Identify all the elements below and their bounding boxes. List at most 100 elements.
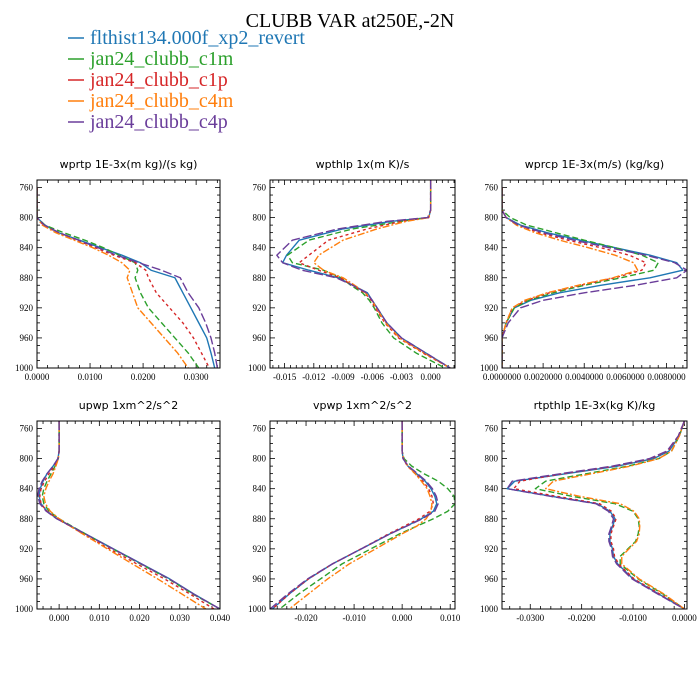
plot-frame <box>269 420 456 610</box>
legend-entry: jan24_clubb_c4m <box>68 90 234 112</box>
y-tick-label: 760 <box>20 183 34 193</box>
y-tick-label: 960 <box>253 333 267 343</box>
y-tick-label: 840 <box>485 484 499 494</box>
series-line <box>276 180 451 368</box>
series-line <box>502 187 647 368</box>
x-tick-label: -0.0200 <box>568 613 596 623</box>
series-line <box>286 180 446 368</box>
series-line <box>37 187 189 368</box>
y-tick-label: 880 <box>485 273 499 283</box>
y-tick-label: 920 <box>485 544 499 554</box>
series-line <box>281 180 451 368</box>
y-tick-label: 920 <box>20 544 34 554</box>
y-tick-label: 800 <box>485 213 499 223</box>
x-tick-label: -0.0100 <box>619 613 647 623</box>
series-line <box>288 421 433 609</box>
chart-panels: wprtp 1E-3x(m kg)/(s kg) 760 800 840 880 920 9… <box>15 158 697 623</box>
x-tick-label: 0.010 <box>440 613 461 623</box>
chart-panel: wpthlp 1x(m K)/s 760 800 840 880 920 960 1000 -0… <box>248 158 456 382</box>
y-tick-label: 840 <box>20 484 34 494</box>
plot-frame <box>269 179 456 369</box>
y-tick-label: 880 <box>253 273 267 283</box>
series-line <box>502 187 639 368</box>
legend-entry: jan24_clubb_c1m <box>68 48 234 70</box>
x-tick-label: -0.009 <box>331 372 355 382</box>
y-tick-label: 920 <box>253 303 267 313</box>
y-tick-label: 1000 <box>15 363 34 373</box>
y-tick-label: 880 <box>485 514 499 524</box>
legend-label: jan24_clubb_c1m <box>89 48 234 70</box>
series-line <box>271 421 438 609</box>
y-tick-label: 960 <box>20 333 34 343</box>
x-tick-label: 0.040 <box>210 613 231 623</box>
y-tick-label: 840 <box>20 243 34 253</box>
x-tick-label: 0.0100 <box>78 372 103 382</box>
series-line <box>270 421 439 609</box>
y-tick-label: 880 <box>253 514 267 524</box>
y-tick-label: 1000 <box>248 604 267 614</box>
legend-label: jan24_clubb_c4m <box>89 90 234 112</box>
y-tick-label: 960 <box>20 574 34 584</box>
x-tick-label: 0.0000000 <box>483 372 522 382</box>
panel-title: wpthlp 1x(m K)/s <box>316 158 410 171</box>
y-tick-label: 960 <box>253 574 267 584</box>
plot-frame <box>36 179 221 369</box>
x-tick-label: 0.0080000 <box>647 372 686 382</box>
series-line <box>313 180 451 368</box>
series-line <box>271 421 435 609</box>
chart-panel: rtpthlp 1E-3x(kg K)/kg 760 800 840 880 920 960… <box>480 399 697 623</box>
x-tick-label: -0.015 <box>273 372 297 382</box>
x-tick-label: -0.020 <box>294 613 318 623</box>
y-tick-label: 800 <box>253 454 267 464</box>
y-tick-label: 760 <box>485 424 499 434</box>
y-tick-label: 880 <box>20 514 34 524</box>
series-line <box>534 421 686 609</box>
x-tick-label: 0.030 <box>170 613 191 623</box>
y-tick-label: 960 <box>485 574 499 584</box>
y-tick-label: 880 <box>20 273 34 283</box>
y-tick-label: 800 <box>253 213 267 223</box>
y-tick-label: 760 <box>253 183 267 193</box>
x-tick-label: 0.0200 <box>131 372 156 382</box>
chart-panel: wprtp 1E-3x(m kg)/(s kg) 760 800 840 880 920 9… <box>15 158 221 382</box>
x-tick-label: -0.006 <box>361 372 385 382</box>
y-tick-label: 760 <box>485 183 499 193</box>
x-tick-label: 0.000 <box>392 613 413 623</box>
legend-label: flthist134.000f_xp2_revert <box>90 27 305 49</box>
x-tick-label: -0.0300 <box>516 613 544 623</box>
x-tick-label: -0.012 <box>302 372 325 382</box>
y-tick-label: 920 <box>253 544 267 554</box>
x-tick-label: -0.003 <box>390 372 414 382</box>
y-tick-label: 840 <box>253 243 267 253</box>
series-line <box>298 180 451 368</box>
series-line <box>279 421 455 609</box>
y-tick-label: 840 <box>485 243 499 253</box>
y-tick-label: 840 <box>253 484 267 494</box>
series-line <box>41 421 220 609</box>
panel-title: vpwp 1xm^2/s^2 <box>313 399 412 412</box>
x-tick-label: -0.010 <box>342 613 366 623</box>
y-tick-label: 920 <box>485 303 499 313</box>
series-line <box>43 421 207 609</box>
legend-entry: jan24_clubb_c1p <box>68 69 228 91</box>
chart-panel: wprcp 1E-3x(m/s) (kg/kg) 760 800 840 880 920 9… <box>480 158 688 382</box>
x-tick-label: 0.0040000 <box>565 372 604 382</box>
legend: flthist134.000f_xp2_revertjan24_clubb_c1… <box>68 27 305 133</box>
series-line <box>38 421 220 609</box>
y-tick-label: 800 <box>20 213 34 223</box>
series-line <box>37 187 216 368</box>
y-tick-label: 1000 <box>248 363 267 373</box>
y-tick-label: 760 <box>20 424 34 434</box>
x-tick-label: 0.0020000 <box>524 372 563 382</box>
plot-frame <box>501 420 688 610</box>
y-tick-label: 800 <box>20 454 34 464</box>
series-line <box>37 187 211 368</box>
y-tick-label: 920 <box>20 303 34 313</box>
y-tick-label: 1000 <box>480 604 499 614</box>
series-line <box>39 421 215 609</box>
y-tick-label: 1000 <box>15 604 34 614</box>
x-tick-label: 0.0000 <box>672 613 697 623</box>
plot-frame <box>501 179 688 369</box>
panel-title: upwp 1xm^2/s^2 <box>79 399 179 412</box>
